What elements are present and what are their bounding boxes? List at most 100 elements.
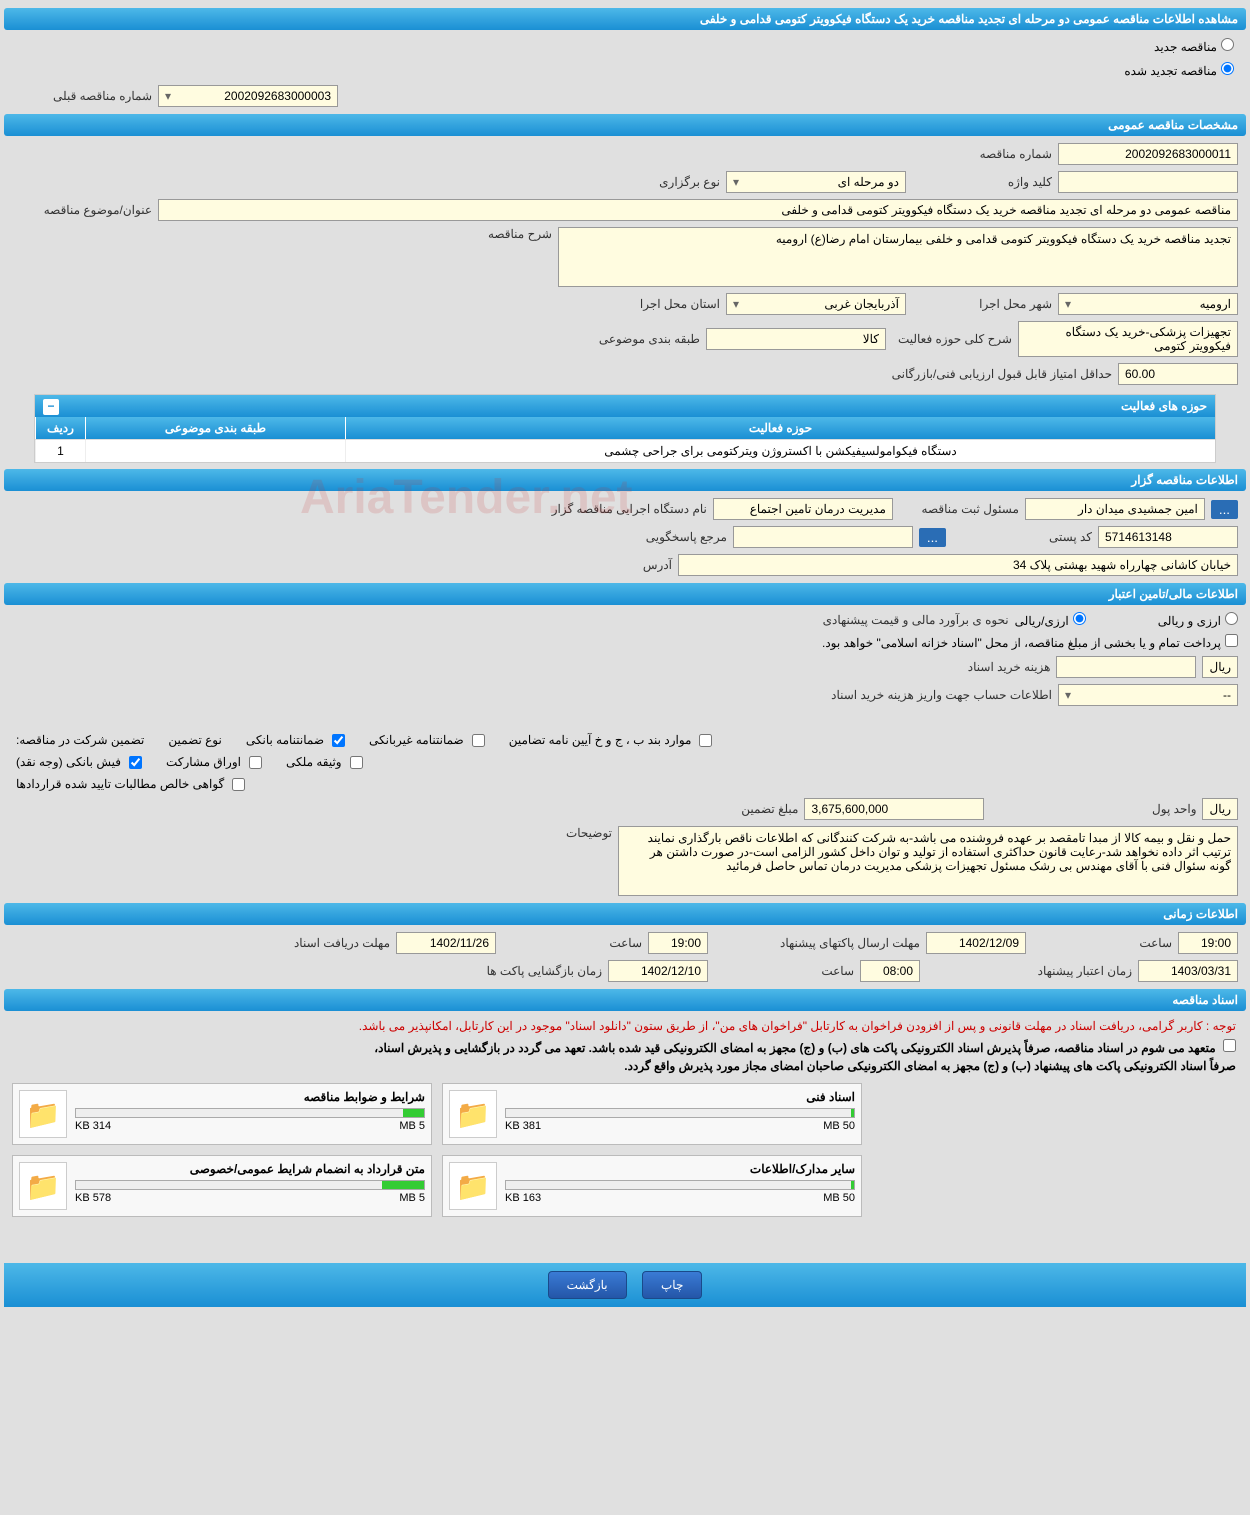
min-score-field[interactable]: 60.00 — [1118, 363, 1238, 385]
contact-label: مرجع پاسخگویی — [547, 530, 727, 544]
title-field[interactable]: مناقصه عمومی دو مرحله ای تجدید مناقصه خر… — [158, 199, 1238, 221]
doc-size: 578 KB — [75, 1192, 111, 1204]
activity-desc-field: تجهیزات پزشکی-خرید یک دستگاه فیکوویتر کت… — [1018, 321, 1238, 357]
chk-regulation[interactable]: موارد بند ب ، ج و خ آیین نامه تضامین — [509, 733, 713, 747]
doc-max: 5 MB — [399, 1120, 425, 1132]
opening-label: زمان بازگشایی پاکت ها — [462, 964, 602, 978]
col-idx: ردیف — [35, 417, 85, 439]
rial-option[interactable]: ارزی/ریالی — [1015, 612, 1086, 628]
doc-progress — [75, 1180, 425, 1190]
city-label: شهر محل اجرا — [912, 297, 1052, 311]
documents-grid: 📁شرایط و ضوابط مناقصه5 MB314 KB📁اسناد فن… — [4, 1075, 1246, 1225]
col-cat: طبقه بندی موضوعی — [85, 417, 345, 439]
collapse-icon[interactable]: − — [43, 399, 59, 415]
guarantee-amount-label: مبلغ تضمین — [658, 802, 798, 816]
section-general: مشخصات مناقصه عمومی — [4, 114, 1246, 136]
doc-size: 381 KB — [505, 1120, 541, 1132]
doc-size: 314 KB — [75, 1120, 111, 1132]
doc-size: 163 KB — [505, 1192, 541, 1204]
chk-cash[interactable]: فیش بانکی (وجه نقد) — [16, 755, 142, 769]
org-name-label: نام دستگاه اجرایی مناقصه گزار — [527, 502, 707, 516]
doc-receive-date[interactable]: 1402/11/26 — [396, 932, 496, 954]
chk-receivables[interactable]: گواهی خالص مطالبات تایید شده قراردادها — [16, 777, 245, 791]
city-select[interactable]: ارومیه — [1058, 293, 1238, 315]
note-red: توجه : کاربر گرامی، دریافت اسناد در مهلت… — [4, 1015, 1246, 1037]
prev-number-select[interactable]: 2002092683000003 — [158, 85, 338, 107]
doc-title: سایر مدارک/اطلاعات — [505, 1162, 855, 1176]
bid-submit-date[interactable]: 1402/12/09 — [926, 932, 1026, 954]
bid-submit-time[interactable]: 19:00 — [1178, 932, 1238, 954]
currency-rial: ریال — [1202, 656, 1238, 678]
validity-label: زمان اعتبار پیشنهاد — [972, 964, 1132, 978]
type-select[interactable]: دو مرحله ای — [726, 171, 906, 193]
address-field[interactable]: خیابان کاشانی چهارراه شهید بهشتی پلاک 34 — [678, 554, 1238, 576]
doc-card[interactable]: 📁سایر مدارک/اطلاعات50 MB163 KB — [442, 1155, 862, 1217]
button-bar: چاپ بازگشت — [4, 1263, 1246, 1307]
section-timing: اطلاعات زمانی — [4, 903, 1246, 925]
activities-header: حوزه های فعالیت — [1121, 399, 1207, 413]
desc-label: شرح مناقصه — [412, 227, 552, 241]
new-tender-option[interactable]: مناقصه جدید — [1154, 40, 1234, 54]
page-title-bar: مشاهده اطلاعات مناقصه عمومی دو مرحله ای … — [4, 8, 1246, 30]
chk-participation[interactable]: اوراق مشارکت — [166, 755, 262, 769]
folder-icon: 📁 — [449, 1162, 497, 1210]
doc-cost-label: هزینه خرید اسناد — [910, 660, 1050, 674]
chk-nonbank-guarantee[interactable]: ضمانتنامه غیربانکی — [369, 733, 485, 747]
province-label: استان محل اجرا — [580, 297, 720, 311]
tender-type-row: مناقصه جدید — [4, 34, 1246, 58]
doc-card[interactable]: 📁اسناد فنی50 MB381 KB — [442, 1083, 862, 1145]
doc-title: اسناد فنی — [505, 1090, 855, 1104]
forex-option[interactable]: ارزی و ریالی — [1158, 612, 1238, 628]
opening-time[interactable]: 08:00 — [860, 960, 920, 982]
title-label: عنوان/موضوع مناقصه — [12, 203, 152, 217]
doc-progress — [505, 1180, 855, 1190]
contact-more-button[interactable]: ... — [919, 528, 946, 547]
doc-title: متن قرارداد به انضمام شرایط عمومی/خصوصی — [75, 1162, 425, 1176]
folder-icon: 📁 — [19, 1162, 67, 1210]
time-label2: ساعت — [1032, 936, 1172, 950]
chk-bank-guarantee[interactable]: ضمانتنامه بانکی — [246, 733, 345, 747]
guarantee-label: تضمین شرکت در مناقصه: — [16, 733, 144, 747]
chk-property[interactable]: وثیقه ملکی — [286, 755, 363, 769]
registrant-field: امین جمشیدی میدان دار — [1025, 498, 1205, 520]
table-row: 1 دستگاه فیکوامولسیفیکشن با اکستروژن ویت… — [35, 439, 1215, 462]
keyword-field[interactable] — [1058, 171, 1238, 193]
unit-label: واحد پول — [1056, 802, 1196, 816]
tender-no-field: 2002092683000011 — [1058, 143, 1238, 165]
commitment-checkbox[interactable] — [1223, 1039, 1236, 1052]
opening-date[interactable]: 1402/12/10 — [608, 960, 708, 982]
doc-cost-field[interactable] — [1056, 656, 1196, 678]
doc-card[interactable]: 📁شرایط و ضوابط مناقصه5 MB314 KB — [12, 1083, 432, 1145]
tender-type-row2: مناقصه تجدید شده — [4, 58, 1246, 82]
activity-desc-label: شرح کلی حوزه فعالیت — [892, 332, 1012, 346]
registrant-more-button[interactable]: ... — [1211, 500, 1238, 519]
treasury-checkbox[interactable]: پرداخت تمام و یا بخشی از مبلغ مناقصه، از… — [822, 634, 1238, 650]
contact-field — [733, 526, 913, 548]
guarantee-amount-field[interactable]: 3,675,600,000 — [804, 798, 984, 820]
doc-progress — [505, 1108, 855, 1118]
folder-icon: 📁 — [449, 1090, 497, 1138]
doc-receive-time[interactable]: 19:00 — [648, 932, 708, 954]
tender-no-label: شماره مناقصه — [912, 147, 1052, 161]
time-label3: ساعت — [714, 964, 854, 978]
account-info-select[interactable]: -- — [1058, 684, 1238, 706]
type-label: نوع برگزاری — [580, 175, 720, 189]
doc-card[interactable]: 📁 متن قرارداد به انضمام شرایط عمومی/خصوصی… — [12, 1155, 432, 1217]
postal-field: 5714613148 — [1098, 526, 1238, 548]
back-button[interactable]: بازگشت — [548, 1271, 627, 1299]
desc-field[interactable]: تجدید مناقصه خرید یک دستگاه فیکوویتر کتو… — [558, 227, 1238, 287]
doc-max: 5 MB — [399, 1192, 425, 1204]
section-financial: اطلاعات مالی/تامین اعتبار — [4, 583, 1246, 605]
folder-icon: 📁 — [19, 1090, 67, 1138]
province-select[interactable]: آذربایجان غربی — [726, 293, 906, 315]
keyword-label: کلید واژه — [912, 175, 1052, 189]
prev-number-label: شماره مناقصه قبلی — [12, 89, 152, 103]
renewed-tender-option[interactable]: مناقصه تجدید شده — [1124, 64, 1234, 78]
address-label: آدرس — [492, 558, 672, 572]
section-organizer: اطلاعات مناقصه گزار — [4, 469, 1246, 491]
unit-value: ریال — [1202, 798, 1238, 820]
validity-date[interactable]: 1403/03/31 — [1138, 960, 1238, 982]
notes-field[interactable]: حمل و نقل و بیمه کالا از مبدا تامقصد بر … — [618, 826, 1238, 896]
print-button[interactable]: چاپ — [642, 1271, 702, 1299]
category-field: کالا — [706, 328, 886, 350]
